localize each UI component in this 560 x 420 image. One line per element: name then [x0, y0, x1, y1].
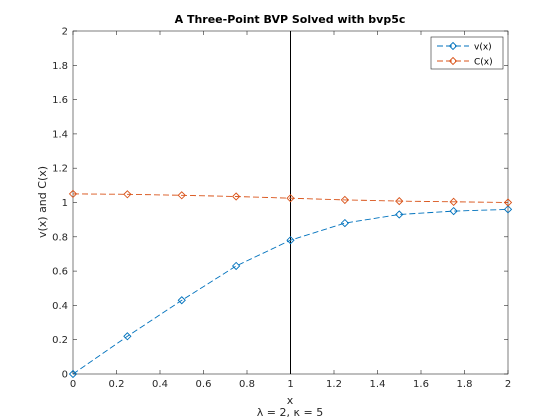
- data-point-v: [231, 261, 241, 271]
- y-tick-label: 1.6: [52, 95, 68, 106]
- y-tick-label: 0.6: [52, 267, 68, 278]
- legend-marker-c: [448, 56, 458, 66]
- y-tick-label: 1.2: [52, 164, 68, 175]
- x-axis-label: x: [287, 394, 294, 407]
- y-tick-label: 0: [62, 370, 68, 381]
- data-point-v: [68, 369, 78, 379]
- x-tick-label: 1.8: [457, 379, 473, 390]
- x-tick-label: 0.6: [196, 379, 212, 390]
- data-point-v: [449, 206, 458, 216]
- x-tick-label: 2: [505, 379, 511, 390]
- legend-marker-v: [448, 41, 458, 51]
- ticks: 0 0.2 0.4 0.6 0.8 1 1.2 1.4 1.6 1.8 2 0 0.2 0.4 0.6 0.8…: [52, 27, 511, 391]
- data-point-v: [340, 218, 350, 228]
- y-tick-label: 1: [62, 198, 68, 209]
- data-point-c: [231, 192, 241, 201]
- data-point-v: [395, 210, 404, 219]
- data-point-v: [123, 332, 132, 341]
- series-line-c: [72, 193, 509, 203]
- data-point-c: [123, 190, 132, 199]
- x-tick-label: 1.4: [370, 379, 386, 390]
- data-point-c: [286, 194, 295, 203]
- x-tick-label: 1.2: [326, 379, 342, 390]
- x-tick-label: 0.2: [109, 379, 125, 390]
- data-point-c: [177, 191, 186, 200]
- x-tick-label: 1.6: [413, 379, 429, 390]
- data-point-v: [177, 296, 186, 305]
- x-tick-label: 1: [287, 379, 293, 390]
- data-point-c: [395, 196, 404, 206]
- legend-box: [430, 36, 504, 70]
- y-tick-label: 0.8: [52, 232, 68, 243]
- data-point-c: [449, 197, 458, 206]
- series-group: [68, 189, 513, 379]
- data-point-c: [503, 198, 513, 207]
- x-tick-label: 0: [70, 379, 76, 390]
- data-point-v: [503, 205, 513, 214]
- data-point-c: [68, 189, 78, 199]
- legend: v(x) C(x): [430, 36, 504, 70]
- chart-title: A Three-Point BVP Solved with bvp5c: [175, 13, 406, 26]
- y-axis-label: v(x) and C(x): [36, 166, 49, 238]
- series-line-v: [72, 208, 509, 375]
- data-point-v: [286, 236, 295, 245]
- y-tick-label: 0.4: [52, 301, 68, 312]
- x-tick-label: 0.4: [152, 379, 168, 390]
- chart-subtitle: λ = 2, κ = 5: [257, 406, 323, 419]
- x-tick-label: 0.8: [239, 379, 255, 390]
- legend-label-c: C(x): [474, 58, 493, 68]
- y-tick-label: 1.4: [52, 129, 68, 140]
- y-tick-label: 1.8: [52, 61, 68, 72]
- y-tick-label: 0.2: [52, 335, 68, 346]
- data-point-c: [340, 195, 350, 205]
- legend-label-v: v(x): [474, 43, 492, 53]
- y-tick-label: 2: [62, 27, 68, 38]
